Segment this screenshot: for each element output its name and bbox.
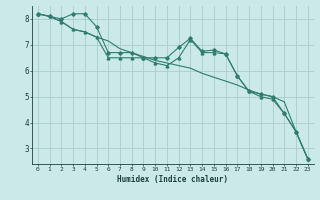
X-axis label: Humidex (Indice chaleur): Humidex (Indice chaleur) xyxy=(117,175,228,184)
